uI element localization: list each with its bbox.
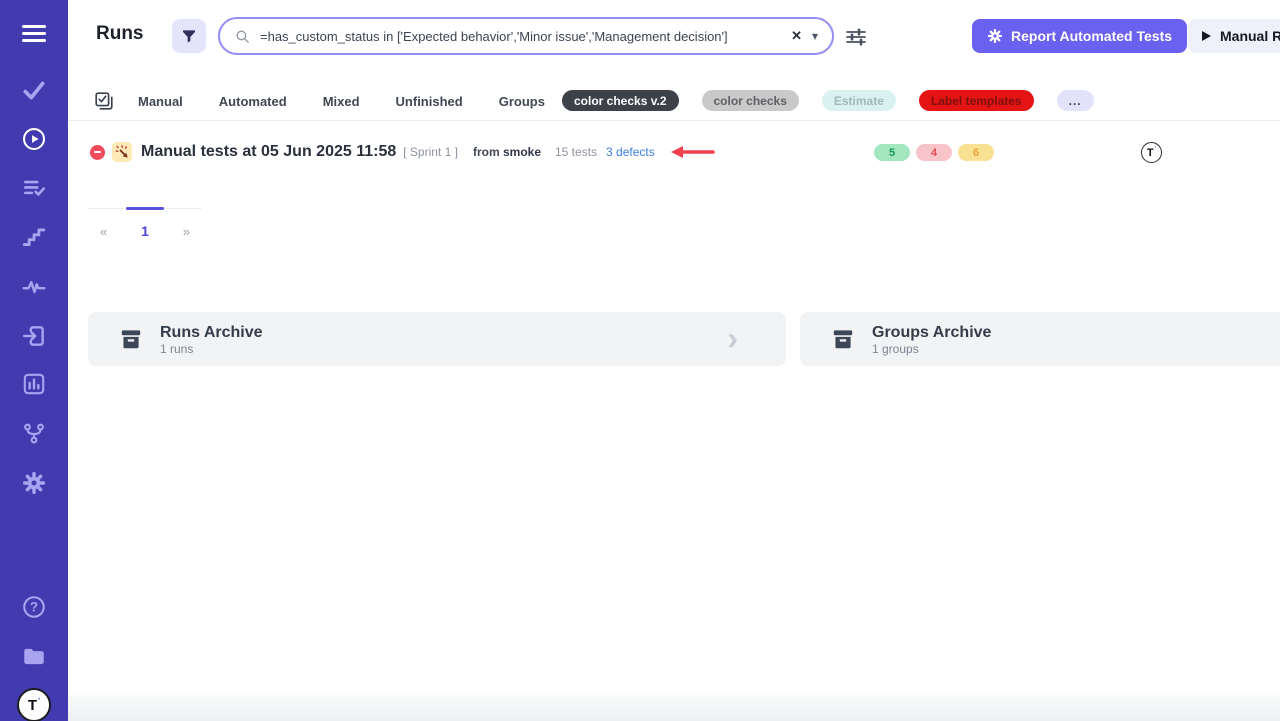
search-input[interactable]: =has_custom_status in ['Expected behavio…	[218, 17, 834, 55]
active-page-indicator	[126, 207, 164, 210]
divider	[68, 120, 1280, 121]
chevron-down-icon[interactable]: ▾	[811, 29, 818, 43]
runs-archive-card[interactable]: Runs Archive 1 runs ›	[88, 312, 786, 366]
run-source-plan: smoke	[502, 145, 541, 159]
funnel-icon	[183, 30, 195, 43]
branch-icon[interactable]	[21, 420, 47, 446]
pill-more[interactable]: ...	[1056, 90, 1094, 111]
archive-box-icon	[118, 326, 144, 352]
archive-box-icon	[830, 326, 856, 352]
list-check-icon[interactable]	[21, 175, 47, 201]
gear-icon[interactable]	[21, 470, 47, 496]
svg-text:?: ?	[30, 600, 38, 615]
tune-icon[interactable]	[844, 25, 868, 49]
search-icon	[236, 30, 249, 43]
filter-button[interactable]	[172, 19, 206, 53]
check-icon[interactable]	[21, 77, 47, 103]
run-type-tabs: Manual Automated Mixed Unfinished Groups	[138, 92, 545, 110]
failed-count-badge: 4	[916, 144, 952, 161]
run-tests-count: 15 tests	[555, 145, 598, 159]
next-page-button[interactable]: »	[182, 223, 190, 239]
report-button-label: Report Automated Tests	[1011, 28, 1173, 44]
bottom-strip	[68, 695, 1280, 721]
logo-letter: T	[27, 696, 38, 714]
tab-unfinished[interactable]: Unfinished	[395, 93, 463, 109]
report-automated-tests-button[interactable]: Report Automated Tests	[972, 19, 1188, 53]
automation-gear-icon	[987, 28, 1003, 44]
select-all-icon[interactable]	[93, 90, 115, 112]
play-circle-icon[interactable]	[21, 126, 47, 152]
tab-automated[interactable]: Automated	[218, 93, 287, 109]
pulse-icon[interactable]	[21, 273, 47, 299]
manual-button-label: Manual R	[1220, 28, 1280, 44]
logo[interactable]: T '	[17, 688, 51, 721]
run-sprint-tag: [ Sprint 1 ]	[403, 145, 458, 159]
search-query: =has_custom_status in ['Expected behavio…	[260, 28, 728, 44]
passed-count-badge: 5	[874, 144, 910, 161]
card-title: Groups Archive	[872, 323, 992, 341]
card-text: Runs Archive 1 runs	[160, 323, 263, 356]
page-title: Runs	[96, 23, 144, 44]
run-emoji-icon	[112, 142, 132, 162]
annotation-arrow-left-icon	[669, 144, 715, 160]
run-source: from smoke	[472, 145, 541, 159]
prev-page-button[interactable]: «	[100, 223, 108, 239]
run-status-badges: 5 4 6	[874, 144, 994, 161]
pill-color-checks-v2[interactable]: color checks v.2	[562, 90, 679, 111]
manual-run-button[interactable]: Manual R	[1188, 19, 1280, 53]
run-defects-link[interactable]: 3 defects	[606, 145, 655, 159]
card-subtitle: 1 runs	[160, 341, 194, 356]
reporter-logo-icon: T '	[1141, 142, 1162, 163]
tab-manual[interactable]: Manual	[138, 93, 183, 109]
run-row: Manual tests at 05 Jun 2025 11:58 [ Spri…	[90, 140, 715, 164]
sidebar: ? T '	[0, 0, 68, 721]
play-icon	[1202, 31, 1211, 41]
groups-archive-card[interactable]: Groups Archive 1 groups	[800, 312, 1280, 366]
pill-color-checks[interactable]: color checks	[701, 90, 799, 111]
card-subtitle: 1 groups	[872, 341, 919, 356]
tab-groups[interactable]: Groups	[498, 93, 545, 109]
misspelled-word: behavior	[460, 28, 511, 44]
chevron-right-icon[interactable]: ›	[727, 320, 738, 356]
folder-icon[interactable]	[21, 643, 47, 669]
help-icon[interactable]: ?	[21, 594, 47, 620]
steps-icon[interactable]	[21, 224, 47, 250]
card-title: Runs Archive	[160, 323, 263, 341]
label-filter-pills: color checks v.2 color checks Estimate L…	[562, 90, 1094, 111]
clear-icon[interactable]: ✕	[791, 28, 802, 43]
pill-estimate[interactable]: Estimate	[821, 90, 896, 111]
card-text: Groups Archive 1 groups	[872, 323, 991, 356]
bar-chart-icon[interactable]	[21, 371, 47, 397]
logo-tick: '	[38, 696, 41, 706]
page-1-button[interactable]: 1	[141, 223, 149, 239]
pill-label-templates[interactable]: Label templates	[918, 90, 1034, 111]
skipped-count-badge: 6	[958, 144, 994, 161]
run-title-link[interactable]: Manual tests at 05 Jun 2025 11:58	[141, 143, 397, 160]
import-icon[interactable]	[21, 323, 47, 349]
pagination: « 1 »	[88, 207, 202, 239]
tab-mixed[interactable]: Mixed	[322, 93, 360, 109]
menu-icon[interactable]	[21, 20, 47, 46]
stopped-status-icon	[90, 144, 105, 160]
